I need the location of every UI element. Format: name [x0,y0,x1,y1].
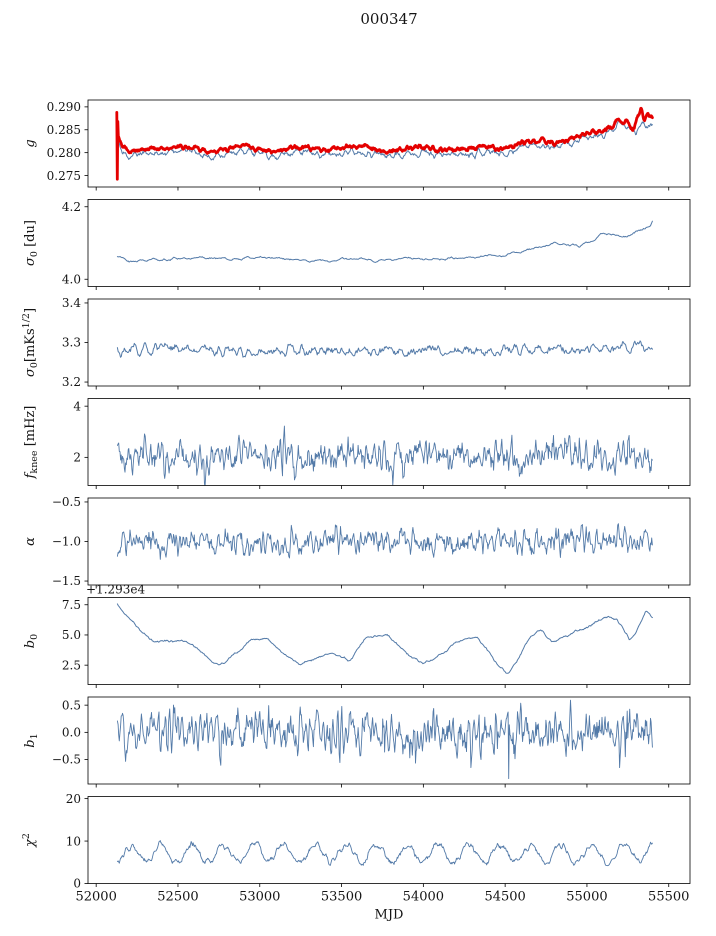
axis-offset-text: +1.293e4 [86,583,146,597]
series-alpha [116,523,653,560]
series-fknee [116,425,653,486]
subplots-group: 0.275 0.280 0.285 0.290 g 4.0 4.2 σ0 [du] 3.2 3.3… [21,99,691,923]
x-tick-label: 52500 [157,890,198,905]
series-chi2 [116,840,653,867]
y-axis-label: σ0 [du] [23,220,40,266]
y-tick-label: −0.5 [52,753,81,767]
series-sigma0-du [116,220,653,263]
y-tick-label: 10 [66,834,81,848]
figure-title: 000347 [360,10,417,28]
x-tick-label: 54500 [484,890,525,905]
y-tick-label: 7.5 [62,598,81,612]
x-tick-label: 53000 [239,890,280,905]
y-tick-label: 3.4 [62,296,81,310]
y-axis-label: b1 [23,733,40,747]
series-sigma0-mks [116,340,653,358]
series-g-fit [116,120,653,161]
y-tick-label: 3.2 [62,375,81,389]
x-tick-label: 55500 [648,890,689,905]
x-tick-label: 55000 [566,890,607,905]
y-tick-label: 2 [73,451,81,465]
y-axis-label: σ0[mKs1/2] [21,308,40,377]
y-axis-label: g [23,139,38,147]
subplot-sigma0_du: 4.0 4.2 σ0 [du] [23,199,691,290]
series-b1 [116,699,653,780]
subplot-g: 0.275 0.280 0.285 0.290 g [23,99,691,191]
y-tick-label: 2.5 [62,658,81,672]
y-tick-label: 0.290 [47,100,81,114]
x-tick-label: 54000 [403,890,444,905]
axes-box [87,199,691,287]
y-tick-label: −1.5 [52,574,81,588]
x-tick-label: 52000 [75,890,116,905]
y-axis-label: α [23,537,38,546]
y-tick-label: 3.3 [62,336,81,350]
y-tick-label: 0.0 [62,726,81,740]
x-tick-label: 53500 [321,890,362,905]
subplot-sigma0_mks: 3.2 3.3 3.4 σ0[mKs1/2] [21,296,691,390]
y-tick-label: −0.5 [52,495,81,509]
axes-box [87,696,691,785]
subplot-b1: −0.5 0.0 0.5 b1 [23,696,691,788]
y-tick-label: 0.280 [47,146,81,160]
y-tick-label: 0.5 [62,698,81,712]
axes-box [87,298,691,387]
y-tick-label: 0.275 [47,169,81,183]
y-tick-label: 20 [66,792,81,806]
x-axis-label: MJD [375,908,404,923]
axes-box [87,398,691,486]
y-tick-label: 4 [73,399,81,413]
y-tick-label: 4.0 [62,272,81,286]
subplot-alpha: −1.5 −1.0 −0.5 α [23,495,691,589]
series-b0 [116,603,653,674]
axes-box [87,597,691,685]
subplot-f_knee: 2 4 fknee [mHz] [23,398,691,489]
subplot-chi2: 0 10 20 χ2 [21,792,691,891]
y-tick-label: 0 [73,877,81,891]
axes-box [87,796,691,884]
y-axis-label: b0 [23,634,40,648]
y-axis-label: χ2 [21,833,38,848]
y-tick-label: −1.0 [52,535,81,549]
y-tick-label: 5.0 [62,628,81,642]
axes-box [87,99,691,188]
y-axis-label: fknee [mHz] [23,406,40,480]
y-tick-label: 0.285 [47,123,81,137]
x-axis-labels: 52000 52500 53000 53500 54000 54500 55000 55500… [75,890,689,923]
series-g-raw [115,106,654,181]
subplot-b0: 2.5 5.0 7.5 +1.293e4 b0 [23,583,691,688]
y-tick-label: 4.2 [62,200,81,214]
